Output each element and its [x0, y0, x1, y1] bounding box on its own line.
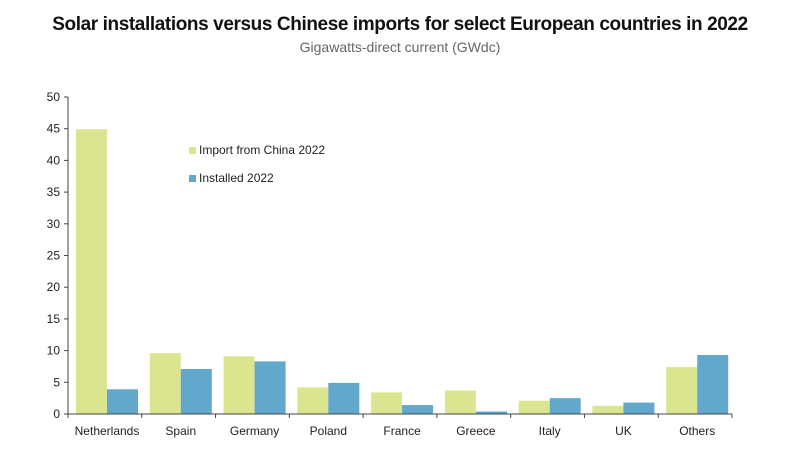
y-tick-label: 5: [53, 375, 60, 389]
x-tick-label-others: Others: [679, 424, 715, 438]
bar-installed-others: [697, 355, 729, 414]
y-tick-label: 15: [47, 312, 61, 326]
chart-subtitle: Gigawatts-direct current (GWdc): [299, 39, 501, 55]
bar-installed-france: [402, 405, 434, 414]
y-tick-label: 30: [47, 217, 61, 231]
y-tick-label: 25: [47, 249, 61, 263]
y-tick-label: 50: [47, 90, 61, 104]
y-tick-label: 40: [47, 153, 61, 167]
legend-swatch-import: [189, 147, 196, 154]
bar-import-greece: [444, 390, 476, 414]
bar-installed-uk: [623, 402, 655, 414]
x-tick-label-poland: Poland: [310, 424, 347, 438]
bar-installed-germany: [254, 361, 286, 414]
legend-group: Import from China 2022 Installed 2022: [189, 143, 325, 185]
bar-import-spain: [149, 353, 181, 414]
bars-group: [76, 129, 729, 415]
bar-import-poland: [297, 387, 329, 414]
x-tick-label-spain: Spain: [165, 424, 196, 438]
y-tick-label: 10: [47, 344, 61, 358]
x-tick-label-greece: Greece: [456, 424, 496, 438]
bar-installed-poland: [328, 382, 360, 414]
y-tick-label: 45: [47, 122, 61, 136]
bar-import-uk: [592, 405, 624, 414]
bar-import-germany: [223, 356, 255, 414]
axes-group: 0 5 10 15 20 25 30 35 40 45 50 Netherlands Spain Germ…: [47, 90, 733, 438]
x-tick-label-france: France: [383, 424, 421, 438]
bar-import-netherlands: [76, 129, 107, 415]
legend-swatch-installed: [189, 175, 196, 182]
bar-import-france: [371, 392, 403, 414]
chart-title: Solar installations versus Chinese impor…: [52, 14, 748, 35]
y-tick-label: 20: [47, 280, 61, 294]
y-tick-label: 35: [47, 185, 61, 199]
x-tick-label-uk: UK: [615, 424, 632, 438]
bar-import-italy: [518, 400, 550, 414]
bar-installed-netherlands: [107, 389, 138, 414]
bar-import-others: [666, 367, 698, 414]
x-tick-label-italy: Italy: [539, 424, 561, 438]
bar-installed-spain: [180, 369, 212, 414]
legend-label-installed: Installed 2022: [199, 171, 274, 185]
y-tick-label: 0: [53, 407, 60, 421]
legend-label-import: Import from China 2022: [199, 143, 325, 157]
x-tick-label-netherlands: Netherlands: [75, 424, 140, 438]
bar-installed-greece: [475, 411, 507, 414]
bar-installed-italy: [549, 398, 581, 414]
x-tick-label-germany: Germany: [230, 424, 279, 438]
